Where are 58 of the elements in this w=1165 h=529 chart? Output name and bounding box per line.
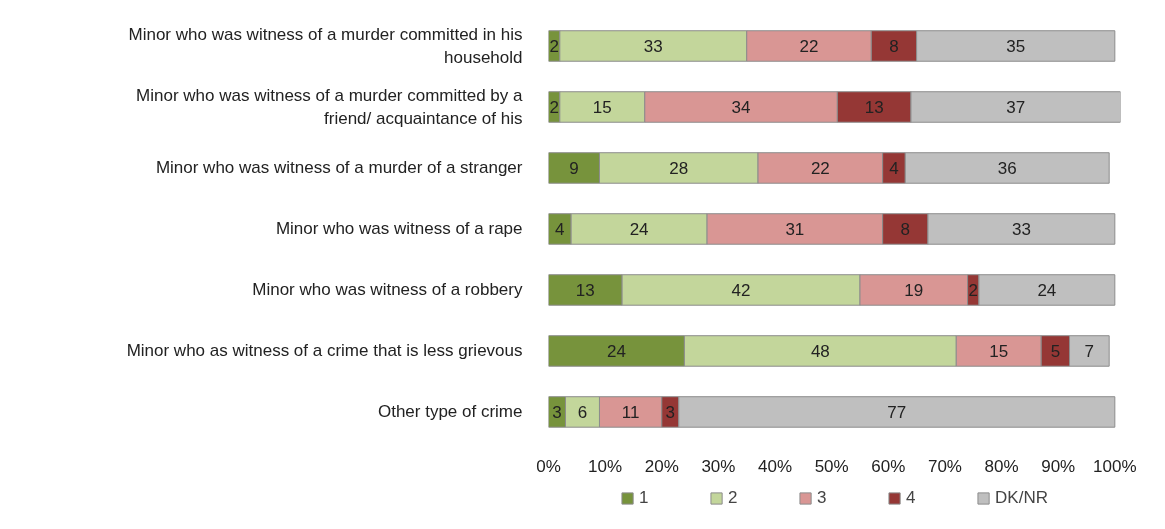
legend-label: 3 [817,488,828,508]
data-label: 13 [575,280,595,300]
y-tick-label: Other type of crime [377,402,523,422]
data-label: 24 [629,219,649,239]
data-label: 77 [887,402,907,422]
data-label: 37 [1006,97,1026,117]
x-tick-label: 90% [1041,456,1076,476]
y-tick-label: Minor who was witness of a murder committed in his household [128,25,523,67]
x-tick-label: 40% [758,456,793,476]
y-tick-label: Minor who as witness of a crime that is less grievous [126,341,523,361]
data-label: 8 [889,37,899,56]
data-label: 2 [968,280,978,300]
data-label: 22 [799,37,819,56]
data-label: 34 [731,97,751,117]
data-label: 33 [1011,219,1031,239]
data-label: 22 [810,158,830,178]
data-label: 24 [1037,280,1057,300]
data-label: 24 [607,341,626,361]
x-tick-label: 60% [871,456,906,476]
data-label: 19 [904,280,924,300]
x-tick-label: 100% [1093,456,1137,476]
data-label: 7 [1084,341,1095,361]
x-tick-label: 70% [927,456,962,476]
x-tick-label: 50% [814,456,849,476]
data-label: 4 [555,219,565,239]
data-label: 2 [549,97,559,117]
legend-label: 1 [639,488,650,508]
y-tick-label: Minor who was witness of a rape [275,219,523,239]
data-label: 3 [552,402,562,422]
data-label: 35 [1006,37,1026,56]
data-label: 9 [569,158,579,178]
data-label: 15 [592,97,612,117]
data-label: 8 [900,219,911,239]
y-tick-label: Minor who was witness of a robbery [252,280,523,300]
x-tick-label: 20% [644,456,679,476]
legend-label: 4 [906,488,917,508]
x-tick-label: 10% [588,456,623,476]
data-label: 6 [577,402,588,422]
data-label: 36 [997,158,1017,178]
legend-label: 2 [728,488,739,508]
data-label: 15 [989,341,1009,361]
data-label: 13 [864,97,884,117]
data-label: 5 [1050,341,1061,361]
data-label: 42 [731,280,751,300]
x-tick-label: 80% [984,456,1019,476]
data-label: 11 [621,402,640,422]
data-label: 31 [785,219,805,239]
data-label: 4 [889,158,899,178]
data-label: 48 [810,341,830,361]
x-tick-label: 0% [536,456,561,476]
data-label: 2 [549,37,559,56]
legend-label: DK/NR [995,488,1048,508]
data-label: 33 [643,37,663,56]
x-tick-label: 30% [701,456,736,476]
y-tick-label: Minor who was witness of a murder of a stranger [155,158,523,178]
data-label: 3 [665,402,675,422]
y-tick-label: Minor who was witness of a murder committed by a friend/ acquaintance of his [136,86,524,128]
data-label: 28 [669,158,689,178]
